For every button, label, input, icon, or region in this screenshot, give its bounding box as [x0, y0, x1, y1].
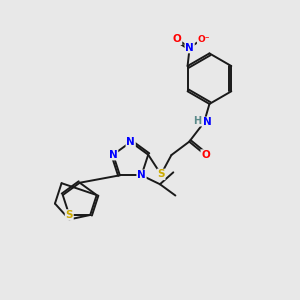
Text: N: N — [126, 137, 135, 147]
Text: O: O — [173, 34, 182, 44]
Text: S: S — [157, 169, 165, 179]
Text: O⁻: O⁻ — [197, 35, 210, 44]
Text: S: S — [65, 210, 73, 220]
Text: N: N — [185, 43, 194, 52]
Text: N: N — [137, 170, 146, 180]
Text: O: O — [201, 150, 210, 160]
Text: N: N — [109, 150, 118, 160]
Text: N: N — [203, 117, 212, 128]
Text: H: H — [194, 116, 202, 126]
